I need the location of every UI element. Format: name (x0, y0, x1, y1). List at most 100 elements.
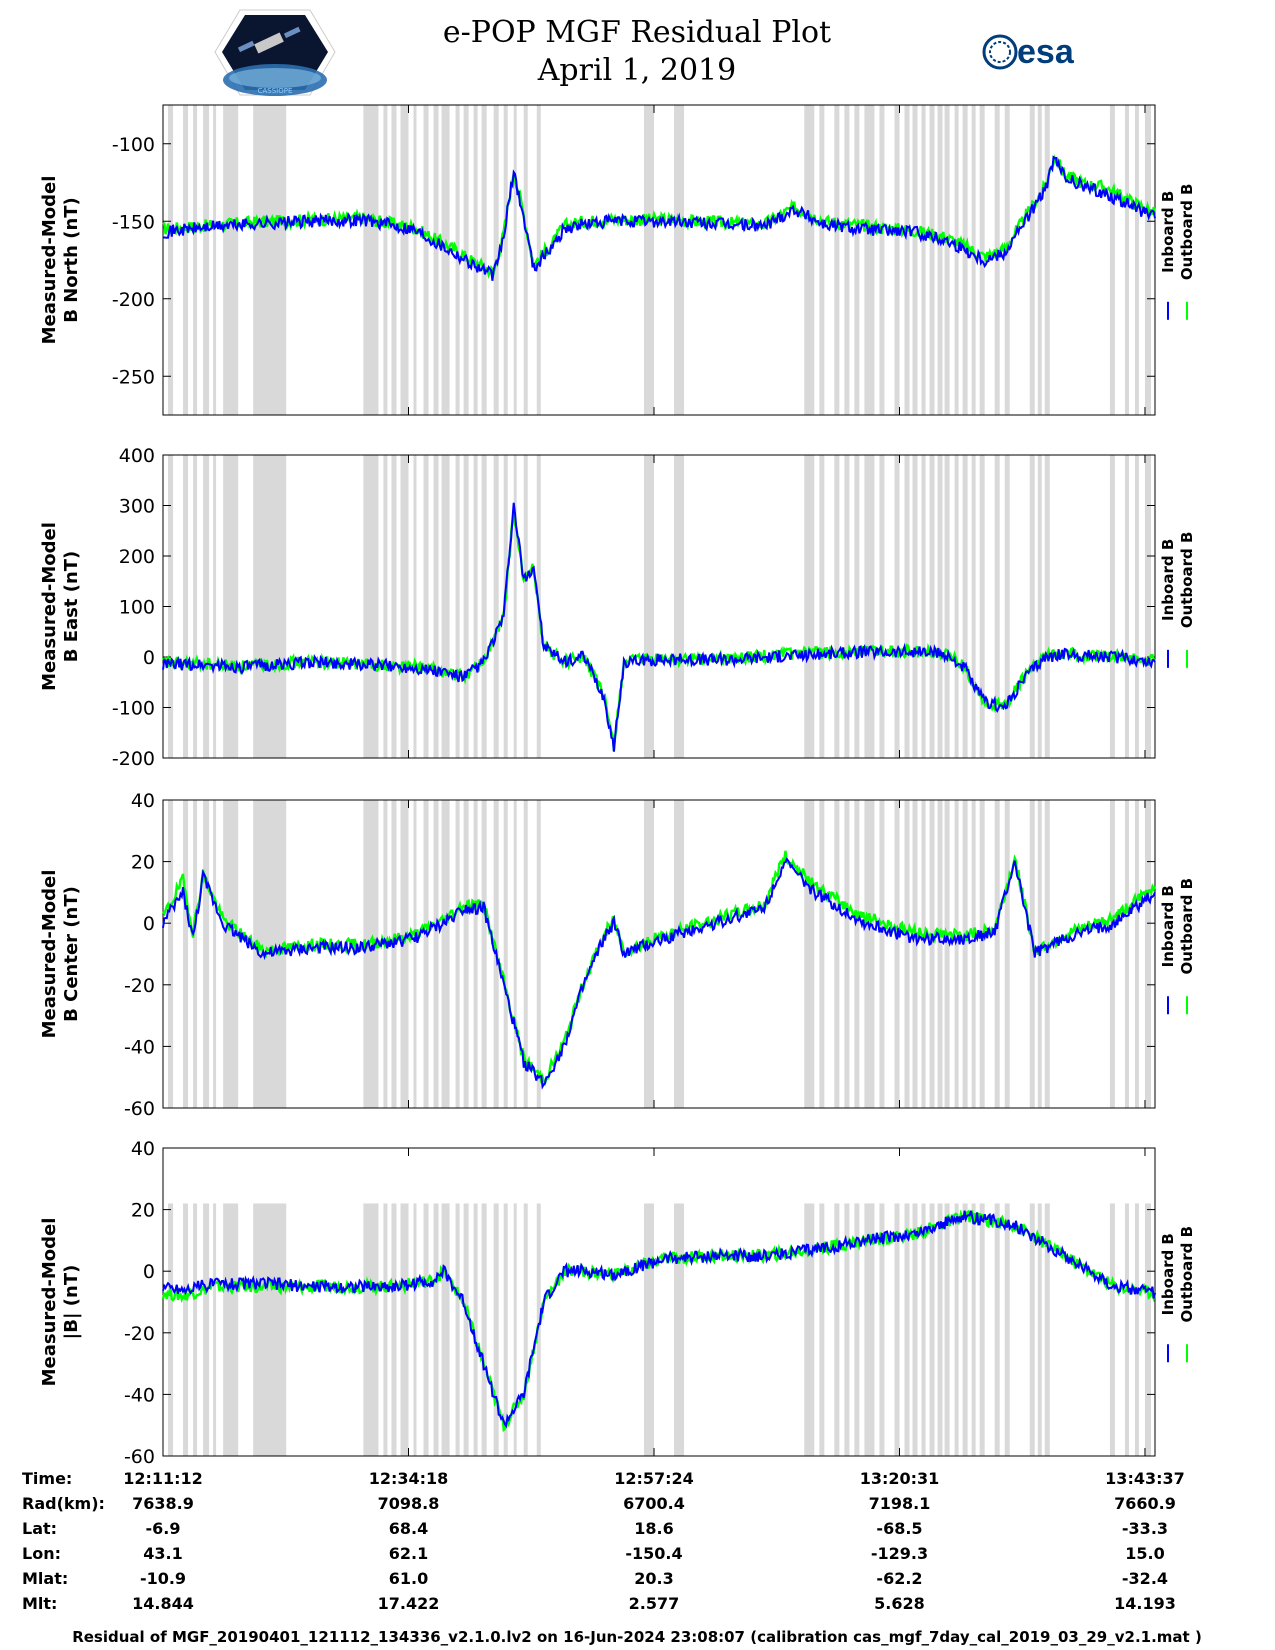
y-axis-label-line1: Measured-Model (39, 522, 60, 691)
data-gap-band (1134, 1203, 1139, 1456)
data-gap-band (904, 455, 910, 758)
data-gap-band (433, 800, 439, 1108)
data-gap-band (536, 800, 541, 1108)
data-gap-band (921, 1203, 926, 1456)
data-gap-band (513, 105, 517, 415)
plot-frame (162, 104, 1156, 416)
y-tick-label: -100 (112, 698, 155, 720)
y-tick-label: 200 (119, 546, 155, 568)
data-gap-band (944, 455, 950, 758)
data-gap-band (904, 105, 910, 415)
data-gap-band (193, 1203, 198, 1456)
y-tick-label: 20 (131, 852, 155, 874)
info-cell: 7638.9 (132, 1494, 194, 1513)
info-cell: 7198.1 (869, 1494, 931, 1513)
y-tick-label: -40 (124, 1036, 155, 1058)
esa-logo-text: esa (1017, 33, 1075, 71)
data-gap-band (962, 1203, 968, 1456)
y-tick-label: 0 (143, 647, 155, 669)
y-tick-label: -60 (124, 1446, 155, 1468)
y-tick-label: -40 (124, 1384, 155, 1406)
y-axis-label-line1: Measured-Model (39, 1218, 60, 1387)
data-gap-band (363, 455, 379, 758)
data-gap-band (423, 1203, 429, 1456)
data-gap-band (1004, 800, 1010, 1108)
info-cell: 13:43:37 (1105, 1469, 1185, 1488)
esa-logo: esa (982, 33, 1075, 71)
data-gap-band (1134, 105, 1139, 415)
data-gap-band (1037, 105, 1042, 415)
data-gap-band (223, 105, 239, 415)
panel-4: 40 20 0 -20 -40 -60 Measured-Model |B| (nT) Inbo… (39, 1138, 1196, 1468)
data-gap-band (804, 800, 815, 1108)
data-gap-band (854, 1203, 860, 1456)
data-gap-band (481, 1203, 487, 1456)
data-gap-band (423, 455, 429, 758)
data-gap-band (183, 1203, 189, 1456)
y-tick-label: -200 (112, 289, 155, 311)
data-gap-band (463, 1203, 469, 1456)
data-gap-band (400, 800, 409, 1108)
info-table: Time: Rad(km): Lat: Lon: Mlat: Mlt: 12:11:12 76… (22, 1469, 1185, 1613)
data-gap-band (383, 800, 388, 1108)
data-gap-band (183, 455, 189, 758)
data-gap-band (383, 1203, 388, 1456)
y-tick-label: 400 (119, 445, 155, 467)
data-gap-band (455, 105, 460, 415)
data-gap-band (954, 105, 959, 415)
data-gap-band (423, 800, 429, 1108)
data-gap-band (921, 800, 926, 1108)
data-gap-band (844, 800, 850, 1108)
info-row-label: Lon: (22, 1544, 61, 1563)
data-gap-band (1004, 105, 1010, 415)
y-tick-label: -20 (124, 1323, 155, 1345)
data-gap-band (879, 800, 885, 1108)
data-gap-band (864, 455, 875, 758)
data-gap-band (643, 455, 654, 758)
info-cell: -32.4 (1122, 1569, 1168, 1588)
series-inboard-line (162, 1210, 1156, 1429)
info-row-label: Lat: (22, 1519, 57, 1538)
data-gap-band (253, 1203, 287, 1456)
data-gap-band (1124, 455, 1129, 758)
data-gap-band (1044, 455, 1050, 758)
data-gap-band (413, 105, 417, 415)
legend-inboard-label: Inboard B (1159, 885, 1177, 967)
y-tick-label: -100 (112, 134, 155, 156)
data-gap-band (962, 105, 968, 415)
data-gap-band (223, 1203, 239, 1456)
data-gap-band (391, 105, 397, 415)
info-cell: 68.4 (389, 1519, 428, 1538)
data-gap-band (844, 105, 850, 415)
legend-inboard-label: Inboard B (1159, 539, 1177, 621)
info-cell: 5.628 (874, 1594, 925, 1613)
data-gap-band (463, 455, 469, 758)
info-cell: 12:57:24 (614, 1469, 694, 1488)
data-gap-band (804, 455, 815, 758)
data-gap-band (1109, 105, 1115, 415)
data-gap-band (1134, 455, 1139, 758)
panel-2: 400 300 200 100 0 -100 -200 Measured-Model B Eas… (39, 445, 1196, 770)
data-gap-band (441, 105, 450, 415)
data-gap-band (223, 800, 239, 1108)
info-cell: 14.193 (1114, 1594, 1176, 1613)
data-gap-band (819, 455, 825, 758)
data-gap-band (1109, 1203, 1115, 1456)
data-gap-band (1029, 1203, 1035, 1456)
data-gap-band (193, 800, 198, 1108)
data-gap-band (213, 105, 217, 415)
data-gap-band (413, 800, 417, 1108)
data-gap-band (455, 455, 460, 758)
data-gap-band (954, 800, 959, 1108)
series-inboard-line (162, 857, 1156, 1090)
info-row-label: Mlat: (22, 1569, 68, 1588)
info-row-label: Rad(km): (22, 1494, 105, 1513)
data-gap-band (441, 1203, 450, 1456)
y-axis-label-line1: Measured-Model (39, 176, 60, 345)
y-tick-label: 40 (131, 1138, 155, 1160)
data-gap-band (962, 800, 968, 1108)
data-gap-band (1044, 800, 1050, 1108)
data-gap-band (1029, 800, 1035, 1108)
data-gap-band (879, 1203, 885, 1456)
